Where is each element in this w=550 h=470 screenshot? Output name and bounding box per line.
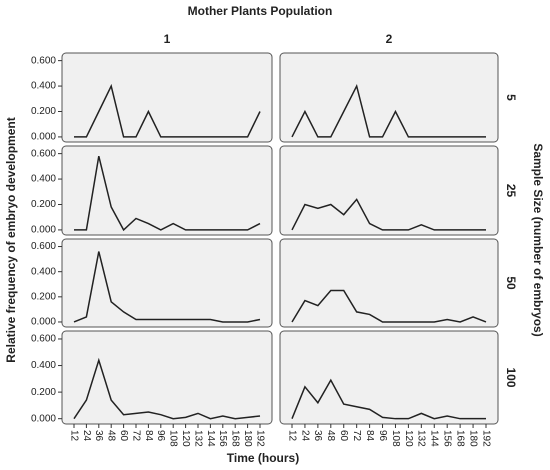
y-axis-title: Relative frequency of embryo development xyxy=(4,117,18,362)
y-tick-label: 0.400 xyxy=(31,266,56,277)
x-tick-label: 60 xyxy=(338,430,349,442)
x-tick-label: 84 xyxy=(143,430,154,442)
x-tick-label: 84 xyxy=(364,430,375,442)
panel xyxy=(279,145,499,236)
x-tick-label: 168 xyxy=(230,430,241,447)
y-tick-label: 0.000 xyxy=(31,413,56,424)
data-line xyxy=(74,83,261,138)
y-tick-label: 0.200 xyxy=(31,387,56,398)
y-tick-label: 0.000 xyxy=(31,225,56,236)
x-tick-label: 168 xyxy=(454,430,465,447)
x-tick-label: 120 xyxy=(180,430,191,447)
y-tick-label: 0.000 xyxy=(31,317,56,328)
data-line xyxy=(291,289,487,323)
x-tick-label: 192 xyxy=(480,430,491,447)
column-label: 1 xyxy=(164,32,171,46)
x-tick-label: 132 xyxy=(416,430,427,447)
y-tick-label: 0.200 xyxy=(31,291,56,302)
y-tick-label: 0.600 xyxy=(31,334,56,345)
x-tick-label: 36 xyxy=(93,430,104,442)
y-tick-label: 0.200 xyxy=(31,199,56,210)
x-tick-label: 120 xyxy=(403,430,414,447)
data-line xyxy=(74,155,261,232)
y-tick-label: 0.600 xyxy=(31,241,56,252)
data-line xyxy=(291,378,486,420)
x-tick-label: 96 xyxy=(155,430,166,442)
x-tick-label: 24 xyxy=(81,430,92,442)
x-tick-label: 36 xyxy=(312,430,323,442)
y-tick-label: 0.400 xyxy=(31,174,56,185)
row-label: 100 xyxy=(504,367,518,387)
x-tick-label: 156 xyxy=(442,430,453,447)
row-label: 50 xyxy=(504,276,518,290)
row-label: 25 xyxy=(504,184,518,198)
x-tick-label: 180 xyxy=(242,430,253,447)
y-tick-label: 0.200 xyxy=(31,106,56,117)
data-line xyxy=(291,198,486,231)
y-tick-label: 0.600 xyxy=(31,55,56,66)
data-line xyxy=(73,357,261,420)
panel xyxy=(279,238,499,328)
x-tick-label: 108 xyxy=(390,430,401,447)
x-tick-label: 192 xyxy=(254,430,265,447)
row-label: 5 xyxy=(504,94,518,101)
x-tick-label: 132 xyxy=(192,430,203,447)
x-tick-label: 144 xyxy=(429,430,440,447)
panel xyxy=(61,52,273,143)
y-tick-label: 0.000 xyxy=(31,132,56,143)
data-line xyxy=(73,251,261,323)
x-tick-label: 12 xyxy=(68,430,79,442)
x-axis-title: Time (hours) xyxy=(227,451,299,465)
x-tick-label: 48 xyxy=(325,430,336,442)
panel xyxy=(279,330,499,425)
x-tick-label: 96 xyxy=(377,430,388,442)
x-tick-label: 180 xyxy=(467,430,478,447)
x-tick-label: 72 xyxy=(351,430,362,442)
y-tick-label: 0.600 xyxy=(31,148,56,159)
x-tick-label: 12 xyxy=(286,430,297,442)
x-tick-label: 156 xyxy=(217,430,228,447)
row-title: Sample Size (number of embryos) xyxy=(531,143,545,336)
y-tick-label: 0.400 xyxy=(31,360,56,371)
x-tick-label: 108 xyxy=(168,430,179,447)
x-tick-label: 144 xyxy=(205,430,216,447)
x-tick-label: 48 xyxy=(106,430,117,442)
y-tick-label: 0.400 xyxy=(31,81,56,92)
x-tick-label: 72 xyxy=(130,430,141,442)
panel xyxy=(279,52,499,143)
x-tick-label: 60 xyxy=(118,430,129,442)
data-line xyxy=(291,83,486,138)
panel xyxy=(61,330,273,425)
column-label: 2 xyxy=(386,32,393,46)
x-tick-label: 24 xyxy=(299,430,310,442)
chart-title: Mother Plants Population xyxy=(188,4,333,18)
